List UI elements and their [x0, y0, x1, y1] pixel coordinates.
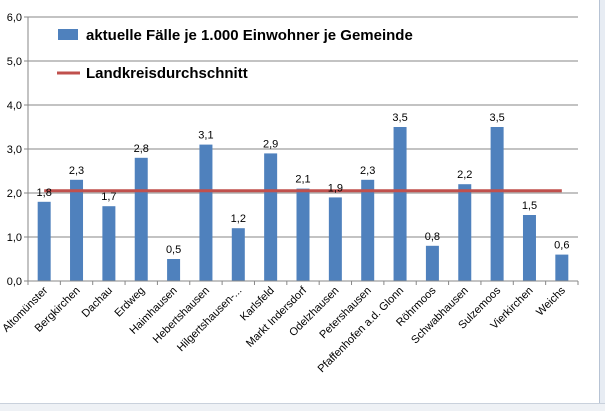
- bar: [134, 157, 148, 281]
- bar: [393, 127, 407, 281]
- data-label: 2,3: [69, 165, 84, 177]
- bar: [231, 228, 245, 281]
- y-tick-label: 0,0: [7, 276, 22, 288]
- y-axis: 0,0 1,0 2,0 3,0 4,0 5,0 6,0: [7, 12, 29, 288]
- bar: [458, 184, 472, 281]
- bar: [522, 215, 536, 281]
- legend-line-label: Landkreisdurchschnitt: [86, 65, 248, 82]
- y-tick-label: 2,0: [7, 188, 22, 200]
- data-label: 3,5: [489, 112, 504, 124]
- bar: [490, 127, 504, 281]
- bars: [37, 127, 569, 281]
- data-label: 1,9: [328, 182, 343, 194]
- data-label: 1,2: [231, 213, 246, 225]
- bar: [296, 188, 310, 281]
- bar: [328, 197, 342, 281]
- bar: [361, 179, 375, 281]
- bar: [167, 259, 181, 281]
- bar: [555, 254, 569, 281]
- data-label: 3,1: [198, 130, 213, 142]
- x-axis: AltomünsterBergkirchenDachauErdwegHaimha…: [0, 280, 579, 375]
- data-label: 2,3: [360, 165, 375, 177]
- data-label: 0,5: [166, 244, 181, 256]
- y-tick-label: 3,0: [7, 144, 22, 156]
- data-label: 2,2: [457, 169, 472, 181]
- legend-bar-label: aktuelle Fälle je 1.000 Einwohner je Gem…: [86, 27, 413, 44]
- legend-bar-swatch: [58, 29, 78, 40]
- category-label: Weichs: [534, 284, 568, 318]
- y-tick-label: 4,0: [7, 100, 22, 112]
- data-label: 0,8: [425, 231, 440, 243]
- data-label: 3,5: [392, 112, 407, 124]
- data-label: 2,1: [295, 174, 310, 186]
- data-label: 1,7: [101, 191, 116, 203]
- bar: [70, 179, 84, 281]
- bar: [37, 201, 51, 281]
- data-label: 1,5: [522, 200, 537, 212]
- y-tick-label: 5,0: [7, 56, 22, 68]
- category-label: Hebertshausen: [151, 285, 212, 346]
- category-label: Dachau: [80, 285, 115, 320]
- gridlines: [28, 16, 578, 238]
- data-labels: 1,8 2,3 1,7 2,8 0,5 3,1 1,2 2,9 2,1 1,9 2,3 3,5 0,8 2…: [37, 112, 570, 256]
- y-tick-label: 6,0: [7, 12, 22, 24]
- legend: aktuelle Fälle je 1.000 Einwohner je Gem…: [57, 27, 413, 82]
- window-edge-right: [599, 0, 605, 411]
- data-label: 2,8: [134, 143, 149, 155]
- bar: [264, 153, 278, 281]
- bar: [425, 245, 439, 281]
- window-edge-bottom: [0, 403, 605, 411]
- bar: [102, 206, 116, 281]
- data-label: 0,6: [554, 240, 569, 252]
- category-label: Schwabhausen: [409, 285, 471, 347]
- data-label: 1,8: [37, 187, 52, 199]
- data-label: 2,9: [263, 138, 278, 150]
- y-tick-label: 1,0: [7, 232, 22, 244]
- bar: [199, 144, 213, 281]
